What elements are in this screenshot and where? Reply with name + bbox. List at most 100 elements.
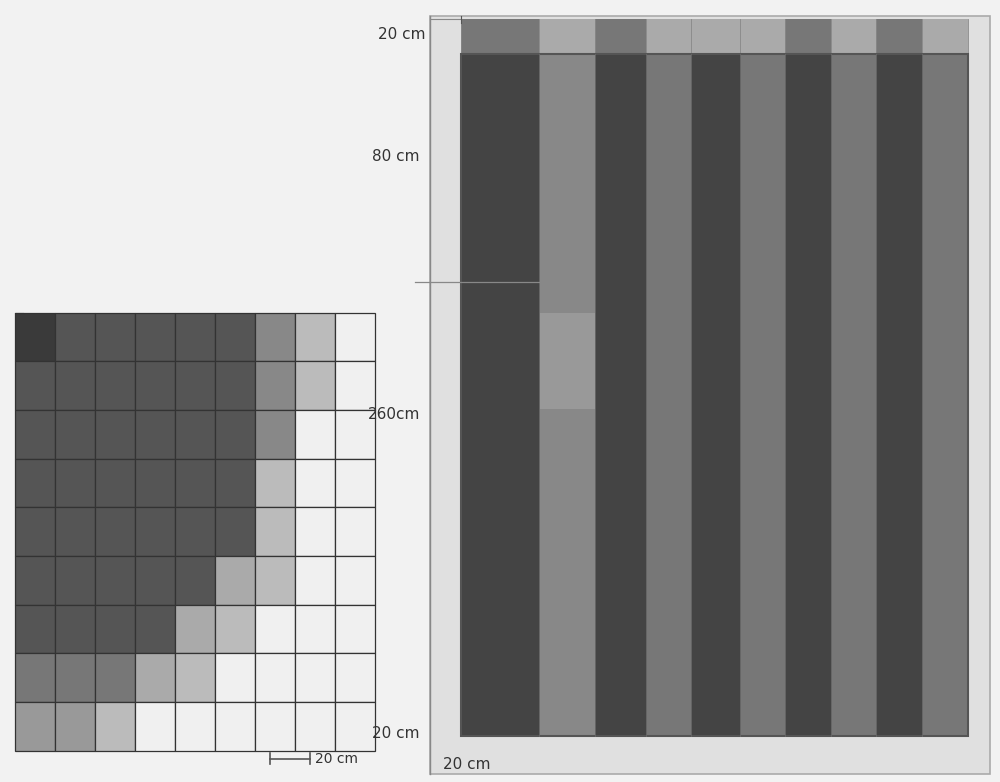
Bar	[175, 702, 215, 751]
Bar	[135, 604, 175, 654]
Bar	[831, 54, 876, 737]
Bar	[335, 604, 375, 654]
Bar	[95, 313, 135, 361]
Bar	[295, 508, 335, 556]
Bar	[215, 604, 255, 654]
Text: 80 cm: 80 cm	[372, 149, 420, 164]
Bar	[255, 556, 295, 604]
Bar	[430, 16, 990, 774]
Bar	[55, 508, 95, 556]
Bar	[335, 459, 375, 508]
Bar	[255, 508, 295, 556]
Bar	[740, 54, 785, 737]
Bar	[785, 20, 831, 54]
Bar	[646, 20, 691, 54]
Bar	[55, 702, 95, 751]
Text: 20 cm: 20 cm	[372, 726, 420, 741]
Bar	[95, 410, 135, 459]
Bar	[95, 654, 135, 702]
Bar	[295, 604, 335, 654]
Bar	[175, 313, 215, 361]
Bar	[135, 459, 175, 508]
Bar	[95, 702, 135, 751]
Bar	[335, 556, 375, 604]
Bar	[461, 54, 968, 737]
Bar	[215, 508, 255, 556]
Bar	[539, 20, 595, 54]
Bar	[646, 54, 691, 737]
Bar	[335, 410, 375, 459]
Bar	[876, 20, 922, 54]
Bar	[595, 20, 646, 54]
Bar	[55, 604, 95, 654]
Bar	[175, 410, 215, 459]
Bar	[55, 654, 95, 702]
Bar	[135, 556, 175, 604]
Bar	[295, 459, 335, 508]
Bar	[876, 54, 922, 737]
Bar	[135, 410, 175, 459]
Bar	[215, 313, 255, 361]
Bar	[15, 556, 55, 604]
Text: 20 cm: 20 cm	[315, 752, 358, 766]
Bar	[15, 654, 55, 702]
Text: 260cm: 260cm	[368, 407, 420, 422]
Bar	[175, 654, 215, 702]
Text: 20 cm: 20 cm	[378, 27, 425, 42]
Bar	[539, 54, 595, 737]
Bar	[255, 361, 295, 410]
Bar	[595, 54, 646, 737]
Bar	[215, 556, 255, 604]
Bar	[215, 654, 255, 702]
Bar	[295, 361, 335, 410]
Bar	[539, 313, 595, 408]
Bar	[135, 654, 175, 702]
Bar	[175, 604, 215, 654]
Bar	[135, 361, 175, 410]
Bar	[255, 604, 295, 654]
Bar	[15, 508, 55, 556]
Bar	[295, 556, 335, 604]
Bar	[255, 654, 295, 702]
Bar	[691, 20, 740, 54]
Bar	[135, 508, 175, 556]
Bar	[215, 361, 255, 410]
Bar	[922, 54, 968, 737]
Bar	[335, 361, 375, 410]
Bar	[255, 459, 295, 508]
Bar	[15, 702, 55, 751]
Bar	[461, 20, 539, 54]
Bar	[55, 313, 95, 361]
Bar	[461, 54, 968, 737]
Bar	[55, 556, 95, 604]
Bar	[55, 459, 95, 508]
Bar	[95, 556, 135, 604]
Bar	[175, 556, 215, 604]
Bar	[295, 654, 335, 702]
Bar	[922, 20, 968, 54]
Bar	[95, 508, 135, 556]
Bar	[95, 604, 135, 654]
Bar	[295, 702, 335, 751]
Bar	[55, 361, 95, 410]
Bar	[215, 459, 255, 508]
Bar	[335, 313, 375, 361]
Bar	[215, 410, 255, 459]
Bar	[740, 20, 785, 54]
Bar	[15, 361, 55, 410]
Bar	[15, 313, 55, 361]
Bar	[335, 654, 375, 702]
Bar	[15, 604, 55, 654]
Bar	[15, 410, 55, 459]
Bar	[691, 54, 740, 737]
Bar	[255, 410, 295, 459]
Bar	[135, 702, 175, 751]
Bar	[295, 410, 335, 459]
Bar	[255, 313, 295, 361]
Bar	[135, 313, 175, 361]
Bar	[175, 361, 215, 410]
Bar	[785, 54, 831, 737]
Bar	[461, 54, 539, 737]
Bar	[295, 313, 335, 361]
Bar	[215, 702, 255, 751]
